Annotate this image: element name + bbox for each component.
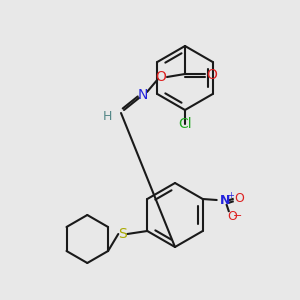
Text: N: N [138, 88, 148, 102]
Text: O: O [156, 70, 167, 84]
Text: S: S [118, 227, 127, 241]
Text: O: O [207, 68, 218, 82]
Text: +: + [227, 191, 234, 200]
Text: O: O [234, 193, 244, 206]
Text: O: O [227, 211, 237, 224]
Text: H: H [102, 110, 112, 124]
Text: N: N [220, 194, 230, 206]
Text: Cl: Cl [178, 117, 192, 131]
Text: −: − [233, 211, 242, 221]
